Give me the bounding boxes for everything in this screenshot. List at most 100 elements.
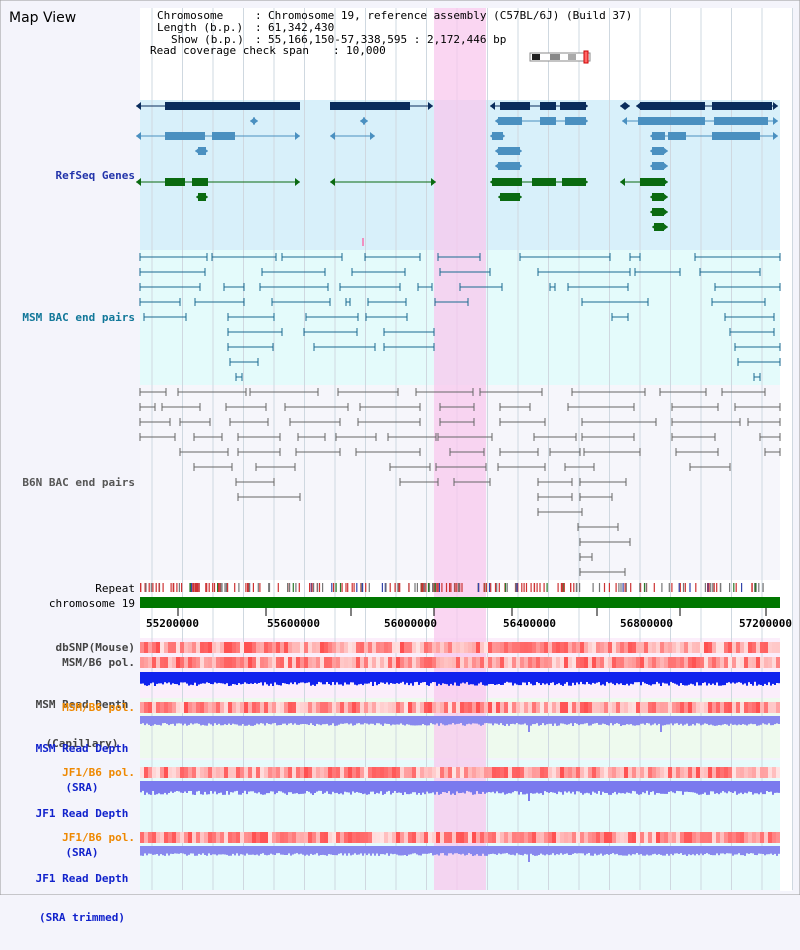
msm-depth-capillary-bar bbox=[644, 672, 646, 684]
msm-depth-capillary-bar bbox=[176, 672, 178, 685]
msm-depth-sra-bar bbox=[322, 716, 324, 725]
dbsnp-strip bbox=[384, 642, 388, 653]
jf1-depth-trim-bar bbox=[336, 846, 338, 856]
msm-depth-sra-bar bbox=[512, 716, 514, 724]
gene-arrow bbox=[650, 208, 655, 216]
msm-depth-sra-bar bbox=[730, 716, 732, 724]
jf1-b6-pol-strip-2 bbox=[564, 832, 568, 843]
msm-depth-sra-bar bbox=[634, 716, 636, 726]
jf1-b6-pol-strip-1 bbox=[392, 767, 396, 778]
jf1-depth-trim-bar bbox=[262, 846, 264, 854]
msm-b6-pol-strip-1 bbox=[632, 657, 636, 668]
msm-b6-pol-strip-1 bbox=[384, 657, 388, 668]
jf1-depth-trim-bar bbox=[630, 846, 632, 856]
track-label-dbsnp[interactable]: dbSNP(Mouse) bbox=[55, 641, 135, 654]
jf1-depth-sra-bar bbox=[470, 781, 472, 793]
msm-depth-capillary-bar bbox=[508, 672, 510, 683]
gene-arrow bbox=[650, 132, 655, 140]
jf1-depth-sra-bar bbox=[682, 781, 684, 795]
jf1-depth-sra-bar bbox=[292, 781, 294, 794]
msm-depth-capillary-bar bbox=[210, 672, 212, 684]
jf1-depth-sra-bar bbox=[314, 781, 316, 793]
msm-depth-capillary-bar bbox=[206, 672, 208, 683]
dbsnp-strip bbox=[528, 642, 532, 653]
msm-b6-pol-strip-1 bbox=[748, 657, 752, 668]
jf1-depth-trim-bar bbox=[218, 846, 220, 855]
jf1-depth-trim-bar bbox=[272, 846, 274, 855]
msm-depth-sra-bar bbox=[454, 716, 456, 725]
jf1-depth-sra-bar bbox=[756, 781, 758, 794]
gene-exon bbox=[532, 178, 556, 186]
track-label-msm-bac[interactable]: MSM BAC end pairs bbox=[22, 311, 135, 324]
msm-depth-capillary-bar bbox=[710, 672, 712, 685]
msm-depth-sra-bar bbox=[158, 716, 160, 725]
jf1-depth-trim-bar bbox=[550, 846, 552, 855]
jf1-depth-trim-bar bbox=[164, 846, 166, 856]
track-label-msm-b6-pol-1[interactable]: MSM/B6 pol. bbox=[62, 656, 135, 669]
jf1-depth-trim-bar bbox=[522, 846, 524, 856]
msm-depth-sra-bar bbox=[492, 716, 494, 726]
jf1-depth-sra-bar bbox=[250, 781, 252, 792]
jf1-depth-trim-bar bbox=[468, 846, 470, 854]
msm-depth-sra-bar bbox=[424, 716, 426, 726]
gene-exon bbox=[712, 102, 772, 110]
msm-b6-pol-strip-2 bbox=[500, 702, 504, 713]
track-label-msm-depth-sra[interactable]: MSM Read Depth (SRA) bbox=[30, 716, 134, 820]
jf1-depth-trim-bar bbox=[608, 846, 610, 855]
track-label-refseq[interactable]: RefSeq Genes bbox=[55, 169, 135, 182]
msm-depth-sra-bar bbox=[414, 716, 416, 726]
jf1-depth-trim-bar bbox=[370, 846, 372, 856]
msm-b6-pol-strip-2 bbox=[676, 702, 680, 713]
track-label-jf1-depth-sra[interactable]: JF1 Read Depth (SRA) bbox=[30, 781, 134, 885]
jf1-b6-pol-strip-2 bbox=[608, 832, 612, 843]
jf1-depth-sra-bar bbox=[176, 781, 178, 791]
msm-depth-sra-bar bbox=[722, 716, 724, 725]
msm-depth-sra-bar bbox=[564, 716, 566, 725]
jf1-b6-pol-strip-1 bbox=[644, 767, 648, 778]
jf1-depth-trim-bar bbox=[578, 846, 580, 854]
msm-b6-pol-strip-1 bbox=[636, 657, 640, 668]
track-label-msm-b6-pol-2[interactable]: MSM/B6 pol. bbox=[62, 701, 135, 714]
jf1-b6-pol-strip-2 bbox=[252, 832, 256, 843]
jf1-b6-pol-strip-1 bbox=[376, 767, 380, 778]
repeat-element bbox=[268, 583, 270, 592]
msm-depth-capillary-bar bbox=[212, 672, 214, 685]
jf1-depth-trim-bar bbox=[326, 846, 328, 856]
jf1-depth-sra-bar bbox=[452, 781, 454, 794]
track-label-msm-depth-cap[interactable]: MSM Read Depth (Capillary) bbox=[30, 672, 134, 776]
jf1-b6-pol-strip-1 bbox=[400, 767, 404, 778]
msm-b6-pol-strip-1 bbox=[688, 657, 692, 668]
gene-exon bbox=[714, 117, 768, 125]
ideogram-band bbox=[568, 54, 576, 60]
repeat-element bbox=[247, 583, 249, 592]
dbsnp-strip bbox=[284, 642, 288, 653]
msm-b6-pol-strip-1 bbox=[220, 657, 224, 668]
track-label-b6n-bac[interactable]: B6N BAC end pairs bbox=[22, 476, 135, 489]
repeat-element bbox=[625, 583, 627, 592]
jf1-b6-pol-strip-1 bbox=[612, 767, 616, 778]
genome-canvas[interactable] bbox=[0, 0, 800, 895]
repeat-element bbox=[322, 583, 324, 592]
repeat-element bbox=[530, 583, 532, 592]
msm-depth-sra-bar bbox=[174, 716, 176, 726]
jf1-depth-sra-bar bbox=[216, 781, 218, 795]
jf1-depth-sra-bar bbox=[630, 781, 632, 794]
msm-depth-capillary-bar bbox=[774, 672, 776, 685]
msm-depth-capillary-bar bbox=[494, 672, 496, 685]
jf1-depth-trim-bar bbox=[344, 846, 346, 854]
track-label-jf1-depth-trim[interactable]: JF1 Read Depth (SRA trimmed) bbox=[30, 846, 134, 950]
track-label-jf1-b6-pol-1[interactable]: JF1/B6 pol. bbox=[62, 766, 135, 779]
jf1-depth-trim-bar bbox=[462, 846, 464, 854]
msm-depth-capillary-bar bbox=[218, 672, 220, 683]
jf1-depth-trim-bar bbox=[304, 846, 306, 856]
track-label-jf1-b6-pol-2[interactable]: JF1/B6 pol. bbox=[62, 831, 135, 844]
gene-arrow bbox=[663, 193, 668, 201]
repeat-element bbox=[754, 583, 757, 592]
msm-depth-sra-bar bbox=[778, 716, 780, 724]
msm-depth-capillary-bar bbox=[380, 672, 382, 683]
jf1-depth-trim-bar bbox=[212, 846, 214, 855]
jf1-depth-trim-bar bbox=[464, 846, 466, 856]
msm-depth-sra-bar bbox=[342, 716, 344, 724]
repeat-element bbox=[259, 583, 261, 592]
dbsnp-strip bbox=[724, 642, 728, 653]
